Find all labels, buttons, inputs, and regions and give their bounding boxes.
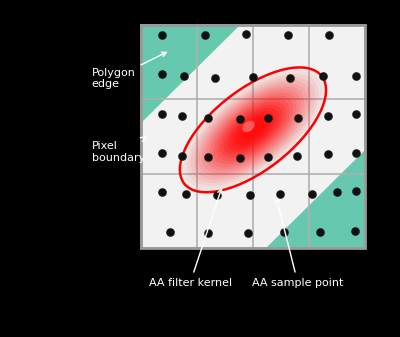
Text: Polygon
edge: Polygon edge: [92, 52, 166, 89]
Ellipse shape: [220, 102, 286, 158]
Ellipse shape: [187, 74, 319, 186]
Ellipse shape: [216, 99, 290, 161]
Ellipse shape: [231, 111, 275, 149]
Ellipse shape: [238, 117, 268, 142]
Ellipse shape: [242, 121, 264, 139]
Ellipse shape: [242, 121, 255, 132]
Text: AA filter kernel: AA filter kernel: [149, 189, 232, 287]
Ellipse shape: [184, 70, 322, 189]
Ellipse shape: [227, 108, 278, 152]
Ellipse shape: [194, 80, 312, 180]
Bar: [141, 25, 365, 248]
Text: Pixel
boundary: Pixel boundary: [92, 137, 146, 163]
Ellipse shape: [198, 83, 308, 177]
Ellipse shape: [224, 105, 282, 155]
Polygon shape: [266, 150, 365, 248]
Ellipse shape: [235, 114, 271, 146]
Ellipse shape: [209, 92, 297, 167]
Bar: [141, 25, 365, 248]
Ellipse shape: [202, 86, 304, 174]
Ellipse shape: [246, 124, 260, 136]
Ellipse shape: [206, 89, 300, 171]
Ellipse shape: [213, 95, 293, 164]
Ellipse shape: [248, 126, 257, 133]
Text: AA sample point: AA sample point: [252, 198, 344, 287]
Polygon shape: [141, 25, 240, 123]
Ellipse shape: [191, 77, 315, 183]
